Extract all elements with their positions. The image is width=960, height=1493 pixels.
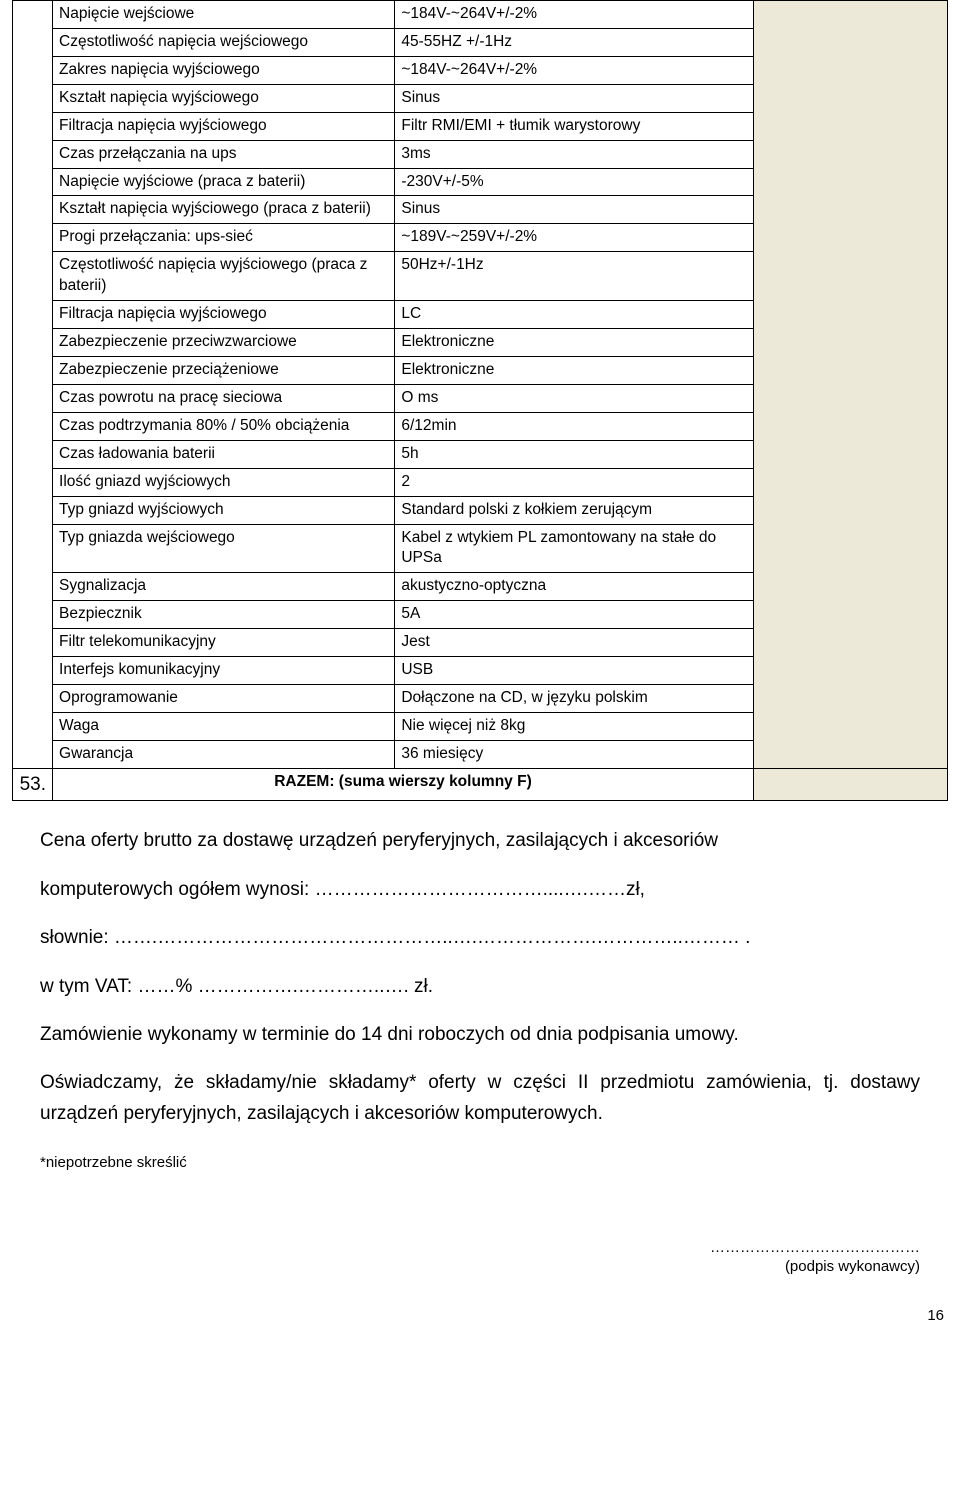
- param-cell: Filtracja napięcia wyjściowego: [53, 112, 395, 140]
- shaded-cell-53: [753, 768, 947, 801]
- param-cell: Oprogramowanie: [53, 685, 395, 713]
- param-cell: Zabezpieczenie przeciwzwarciowe: [53, 329, 395, 357]
- value-cell: 2: [395, 468, 754, 496]
- value-cell: 5h: [395, 440, 754, 468]
- param-cell: Czas przełączania na ups: [53, 140, 395, 168]
- delivery-term: Zamówienie wykonamy w terminie do 14 dni…: [40, 1024, 739, 1045]
- param-cell: Filtracja napięcia wyjściowego: [53, 301, 395, 329]
- param-cell: Waga: [53, 712, 395, 740]
- value-cell: Elektroniczne: [395, 329, 754, 357]
- page-number: 16: [12, 1307, 948, 1324]
- value-cell: ~184V-~264V+/-2%: [395, 56, 754, 84]
- value-cell: ~184V-~264V+/-2%: [395, 1, 754, 29]
- param-cell: Filtr telekomunikacyjny: [53, 629, 395, 657]
- value-cell: 5A: [395, 601, 754, 629]
- param-cell: Czas powrotu na pracę sieciowa: [53, 384, 395, 412]
- value-cell: Dołączone na CD, w języku polskim: [395, 685, 754, 713]
- value-cell: Nie więcej niż 8kg: [395, 712, 754, 740]
- value-cell: Filtr RMI/EMI + tłumik warystorowy: [395, 112, 754, 140]
- param-cell: Częstotliwość napięcia wejściowego: [53, 28, 395, 56]
- param-cell: Napięcie wyjściowe (praca z baterii): [53, 168, 395, 196]
- value-cell: Sinus: [395, 84, 754, 112]
- param-cell: Gwarancja: [53, 740, 395, 768]
- value-cell: LC: [395, 301, 754, 329]
- value-cell: akustyczno-optyczna: [395, 573, 754, 601]
- offer-price-line1: Cena oferty brutto za dostawę urządzeń p…: [40, 830, 718, 851]
- signature-dots: ……………………………………: [710, 1239, 920, 1256]
- razem-cell: RAZEM: (suma wierszy kolumny F): [53, 768, 754, 801]
- param-cell: Czas podtrzymania 80% / 50% obciążenia: [53, 412, 395, 440]
- value-cell: Elektroniczne: [395, 356, 754, 384]
- in-words-line: słownie: …….………………………………………..….……………….………: [40, 927, 750, 948]
- value-cell: 45-55HZ +/-1Hz: [395, 28, 754, 56]
- value-cell: O ms: [395, 384, 754, 412]
- param-cell: Sygnalizacja: [53, 573, 395, 601]
- value-cell: Sinus: [395, 196, 754, 224]
- param-cell: Częstotliwość napięcia wyjściowego (prac…: [53, 252, 395, 301]
- param-cell: Kształt napięcia wyjściowego: [53, 84, 395, 112]
- value-cell: 6/12min: [395, 412, 754, 440]
- body-text: Cena oferty brutto za dostawę urządzeń p…: [12, 826, 948, 1276]
- value-cell: -230V+/-5%: [395, 168, 754, 196]
- row-number-53: 53.: [13, 768, 53, 801]
- table-row: Napięcie wejściowe~184V-~264V+/-2%: [13, 1, 948, 29]
- value-cell: 3ms: [395, 140, 754, 168]
- summary-row: 53.RAZEM: (suma wierszy kolumny F): [13, 768, 948, 801]
- value-cell: USB: [395, 657, 754, 685]
- declaration: Oświadczamy, że składamy/nie składamy* o…: [40, 1072, 920, 1123]
- strike-note: niepotrzebne skreślić: [46, 1154, 187, 1171]
- param-cell: Kształt napięcia wyjściowego (praca z ba…: [53, 196, 395, 224]
- value-cell: Jest: [395, 629, 754, 657]
- param-cell: Progi przełączania: ups-sieć: [53, 224, 395, 252]
- offer-price-line2: komputerowych ogółem wynosi: ………………………………: [40, 879, 645, 900]
- vat-line: w tym VAT: ……% …………….…………..…. zł.: [40, 976, 433, 997]
- shaded-cell: [753, 1, 947, 769]
- param-cell: Napięcie wejściowe: [53, 1, 395, 29]
- value-cell: Standard polski z kołkiem zerującym: [395, 496, 754, 524]
- value-cell: 36 miesięcy: [395, 740, 754, 768]
- value-cell: Kabel z wtykiem PL zamontowany na stałe …: [395, 524, 754, 573]
- spec-table: Napięcie wejściowe~184V-~264V+/-2%Często…: [12, 0, 948, 801]
- param-cell: Czas ładowania baterii: [53, 440, 395, 468]
- value-cell: ~189V-~259V+/-2%: [395, 224, 754, 252]
- param-cell: Typ gniazd wyjściowych: [53, 496, 395, 524]
- param-cell: Typ gniazda wejściowego: [53, 524, 395, 573]
- param-cell: Ilość gniazd wyjściowych: [53, 468, 395, 496]
- param-cell: Interfejs komunikacyjny: [53, 657, 395, 685]
- value-cell: 50Hz+/-1Hz: [395, 252, 754, 301]
- signature-block: …………………………………… (podpis wykonawcy): [40, 1238, 920, 1277]
- param-cell: Bezpiecznik: [53, 601, 395, 629]
- signature-label: (podpis wykonawcy): [785, 1258, 920, 1275]
- param-cell: Zabezpieczenie przeciążeniowe: [53, 356, 395, 384]
- param-cell: Zakres napięcia wyjściowego: [53, 56, 395, 84]
- row-number-cell: [13, 1, 53, 769]
